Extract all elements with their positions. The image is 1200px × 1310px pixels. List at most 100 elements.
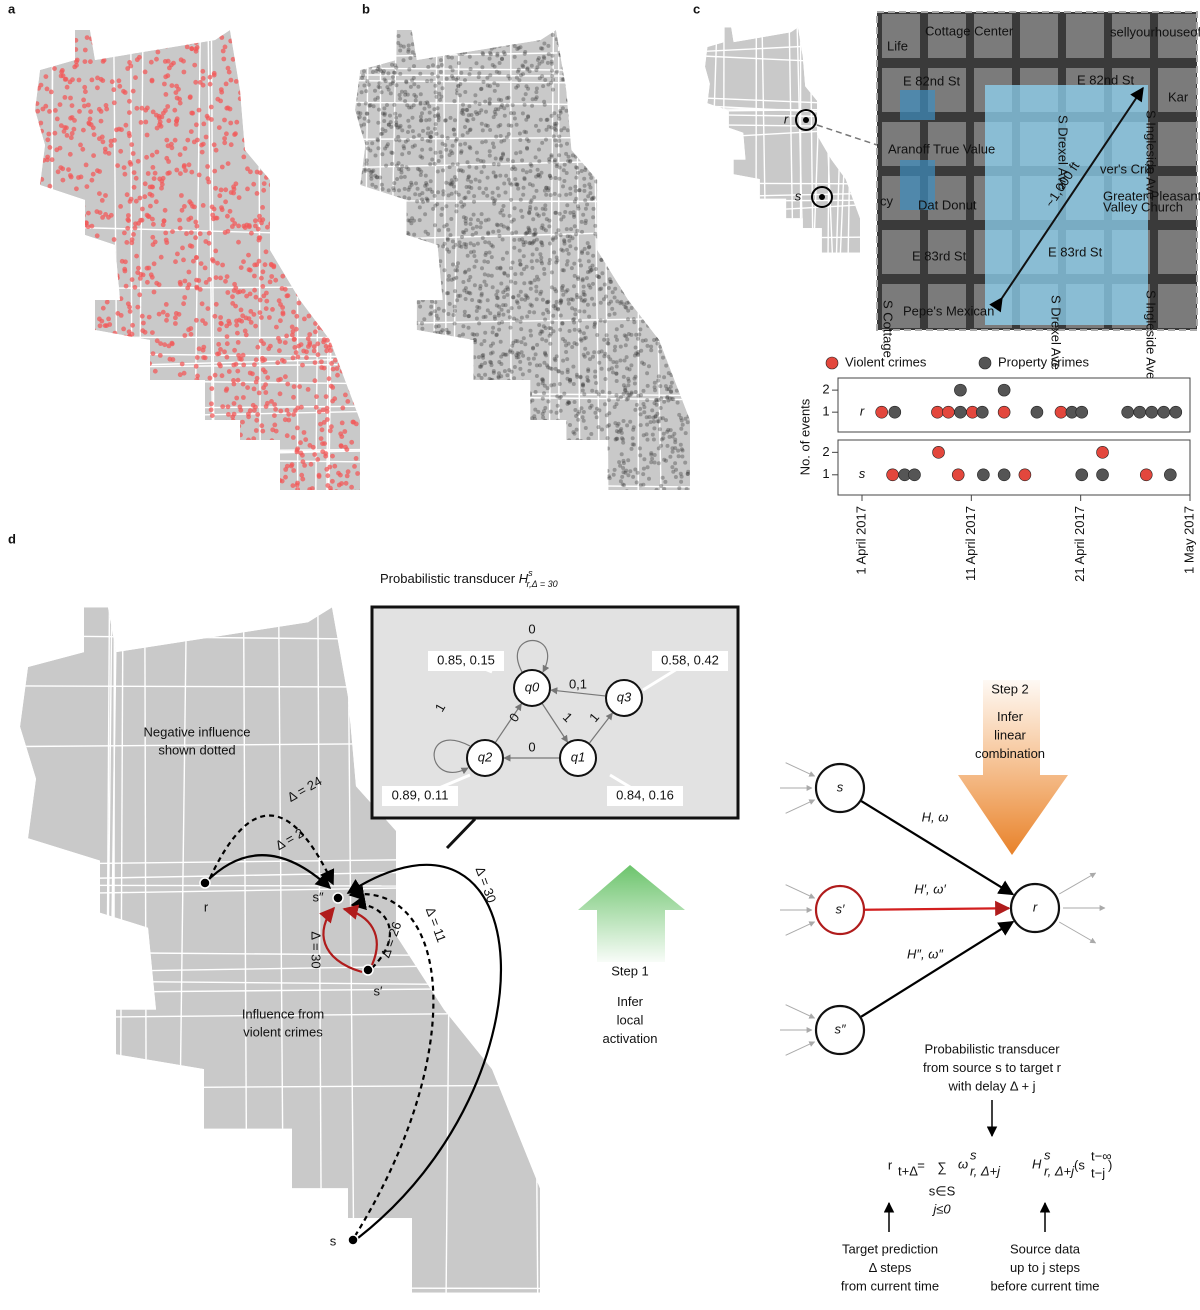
crime-dot	[144, 265, 150, 271]
crime-dot	[418, 100, 423, 105]
crime-dot	[570, 306, 575, 311]
crime-dot	[255, 79, 260, 85]
crime-dot	[487, 250, 492, 255]
crime-dot	[309, 136, 315, 142]
crime-dot	[592, 481, 597, 486]
crime-dot	[582, 354, 587, 359]
crime-dot	[35, 84, 38, 90]
crime-dot	[279, 186, 285, 192]
crime-dot	[497, 70, 502, 75]
crime-dot	[277, 391, 283, 397]
crime-dot	[180, 245, 185, 251]
crime-dot	[633, 30, 638, 33]
crime-dot	[316, 409, 322, 415]
crime-dot	[86, 120, 92, 126]
crime-dot	[395, 457, 400, 462]
crime-dot	[392, 188, 396, 193]
crime-dot	[181, 30, 187, 31]
crime-dot	[685, 145, 690, 150]
crime-dot	[538, 291, 543, 296]
crime-dot	[501, 152, 506, 157]
crime-dot	[168, 488, 173, 490]
crime-dot	[558, 434, 562, 439]
crime-dot	[100, 287, 105, 292]
crime-dot	[666, 184, 670, 189]
crime-dot	[86, 348, 91, 354]
crime-dot	[487, 101, 492, 106]
crime-dot	[678, 471, 683, 476]
crime-dot	[592, 38, 597, 43]
crime-dot	[345, 34, 351, 40]
crime-dot	[466, 341, 471, 346]
crime-dot	[306, 313, 312, 319]
crime-dot	[348, 94, 353, 100]
crime-dot	[384, 36, 389, 41]
crime-dot	[117, 83, 123, 89]
crime-dot	[430, 34, 435, 39]
crime-dot	[154, 431, 160, 437]
crime-dot	[544, 300, 549, 305]
crime-dot	[655, 419, 660, 424]
crime-dot	[357, 489, 360, 490]
crime-dot	[565, 247, 569, 252]
crime-dot	[228, 142, 234, 148]
crime-dot	[623, 388, 628, 393]
crime-dot	[581, 418, 586, 423]
crime-dot	[424, 182, 429, 187]
crime-dot	[672, 431, 677, 436]
crime-dot	[377, 490, 381, 494]
crime-dot	[547, 445, 552, 450]
crime-dot	[485, 123, 490, 128]
crime-dot	[583, 221, 588, 226]
crime-dot	[463, 286, 468, 291]
crime-dot	[562, 464, 566, 469]
crime-dot	[580, 249, 585, 254]
crime-dot	[241, 259, 246, 265]
crime-dot	[81, 213, 86, 218]
crime-dot	[265, 483, 271, 489]
crime-dot	[467, 44, 472, 49]
crime-dot	[636, 491, 640, 495]
crime-dot	[333, 112, 339, 118]
crime-dot	[378, 203, 383, 208]
crime-dot	[179, 361, 185, 367]
crime-dot	[432, 107, 437, 112]
crime-dot	[35, 158, 39, 164]
crime-dot	[67, 79, 73, 85]
crime-dot	[658, 406, 663, 410]
crime-dot	[97, 191, 102, 197]
crime-dot	[416, 294, 421, 299]
crime-dot	[451, 313, 456, 317]
crime-dot	[391, 467, 396, 472]
crime-dot	[379, 254, 384, 259]
crime-dot	[149, 77, 155, 83]
crime-dot	[337, 207, 342, 213]
crime-dot	[625, 366, 629, 371]
crime-dot	[374, 425, 379, 430]
crime-dot	[132, 455, 138, 461]
crime-dot	[35, 390, 41, 395]
crime-dot	[515, 351, 520, 356]
crime-dot	[626, 308, 631, 313]
crime-dot	[512, 245, 517, 250]
crime-dot	[596, 76, 601, 81]
crime-dot	[668, 275, 673, 280]
crime-dot	[641, 270, 646, 275]
crime-dot	[345, 399, 351, 404]
crime-dot	[572, 284, 576, 289]
crime-dot	[578, 374, 583, 379]
crime-dot	[506, 177, 511, 182]
crime-dot	[499, 36, 503, 41]
crime-dot	[606, 215, 611, 220]
crime-dot	[419, 400, 424, 405]
crime-dot	[489, 243, 494, 248]
crime-dot	[494, 31, 499, 36]
crime-dot	[435, 34, 439, 39]
crime-dot	[650, 294, 654, 299]
crime-dot	[45, 225, 51, 230]
crime-dot	[405, 324, 410, 329]
crime-dot	[649, 344, 654, 349]
crime-dot	[246, 437, 251, 443]
crime-dot	[380, 478, 385, 483]
crime-dot	[462, 340, 467, 345]
